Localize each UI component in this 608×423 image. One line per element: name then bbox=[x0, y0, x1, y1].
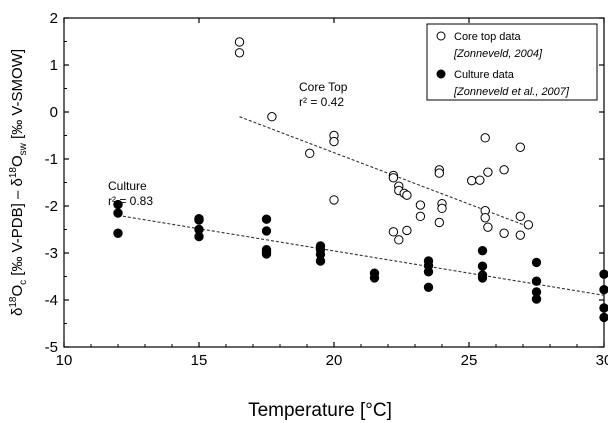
culture-data-point bbox=[599, 303, 608, 313]
core-top-data-point bbox=[499, 165, 509, 175]
culture-data-point bbox=[261, 214, 272, 224]
core-top-data-point bbox=[415, 200, 426, 210]
core-top-data-point bbox=[434, 168, 444, 178]
culture-data-point bbox=[477, 261, 488, 271]
y-tick-label: 2 bbox=[50, 10, 58, 27]
core-top-data-point bbox=[388, 173, 399, 183]
x-tick-label: 20 bbox=[326, 352, 343, 369]
y-tick-label: -4 bbox=[45, 292, 58, 309]
culture-data-point bbox=[369, 273, 380, 283]
core-top-data-point bbox=[515, 211, 525, 222]
core-top-data-point bbox=[329, 195, 339, 205]
culture-data-point bbox=[477, 245, 488, 256]
x-tick-label: 15 bbox=[191, 352, 208, 369]
core-top-data-point bbox=[480, 133, 490, 143]
culture-data-point bbox=[599, 269, 608, 279]
x-tick-label: 30 bbox=[596, 352, 608, 369]
x-tick-label: 25 bbox=[461, 352, 478, 369]
y-tick-label: -5 bbox=[45, 339, 58, 356]
legend-ref-culture: [Zonneveld et al., 2007] bbox=[453, 86, 570, 98]
core-top-data-point bbox=[234, 37, 245, 47]
culture-data-point bbox=[113, 208, 123, 218]
culture-data-point bbox=[261, 249, 272, 259]
core-top-data-point bbox=[329, 136, 339, 147]
core-top-data-point bbox=[402, 225, 412, 236]
culture-data-point bbox=[315, 256, 326, 266]
y-tick-label: -2 bbox=[45, 198, 58, 215]
culture-data-point bbox=[531, 257, 542, 268]
culture-data-point bbox=[477, 273, 488, 283]
legend-label-culture: Culture data bbox=[454, 69, 515, 81]
legend-box bbox=[426, 23, 598, 101]
core-top-fit-line bbox=[239, 116, 529, 228]
y-tick-label: -3 bbox=[45, 245, 58, 262]
y-tick-label: 0 bbox=[50, 104, 58, 121]
culture-data-point bbox=[113, 228, 123, 238]
core-top-data-point bbox=[475, 175, 485, 185]
x-tick-label: 10 bbox=[56, 352, 73, 369]
core-top-data-point bbox=[305, 148, 315, 159]
core-top-data-point bbox=[394, 235, 404, 245]
culture-data-point bbox=[423, 282, 434, 293]
core-top-data-point bbox=[437, 203, 447, 214]
legend-label-core-top: Core top data bbox=[454, 31, 522, 43]
x-axis-label: Temperature [°C] bbox=[248, 400, 392, 421]
culture-data-point bbox=[194, 215, 204, 225]
y-tick-label: 1 bbox=[50, 57, 58, 74]
core-top-data-point bbox=[483, 167, 493, 177]
y-tick-label: -1 bbox=[45, 151, 58, 168]
culture-data-point bbox=[261, 226, 272, 236]
core-top-data-point bbox=[515, 230, 525, 240]
culture-r2: r² = 0.83 bbox=[108, 194, 153, 208]
core-top-data-point bbox=[523, 220, 534, 230]
culture-data-point bbox=[194, 231, 204, 242]
core-top-data-point bbox=[483, 222, 493, 232]
core-top-data-point bbox=[267, 112, 277, 122]
legend-marker-culture bbox=[436, 69, 446, 79]
core-top-data-point bbox=[402, 190, 412, 200]
core-top-data-point bbox=[415, 211, 426, 222]
legend-ref-core-top: [Zonneveld, 2004] bbox=[453, 48, 543, 60]
culture-data-point bbox=[423, 267, 434, 277]
core-top-data-point bbox=[234, 48, 245, 58]
y-axis-label: δ18Oc [‰ V-PDB] – δ18Osw [‰ V-SMOW] bbox=[8, 49, 29, 316]
legend-marker-core-top bbox=[436, 31, 446, 41]
core-top-r2: r² = 0.42 bbox=[299, 95, 344, 109]
core-top-data-point bbox=[388, 227, 399, 237]
core-top-data-point bbox=[467, 175, 477, 186]
core-top-data-point bbox=[434, 217, 444, 228]
culture-data-point bbox=[599, 284, 608, 295]
core-top-data-point bbox=[499, 228, 509, 238]
culture-annotation: Culture bbox=[108, 179, 147, 193]
core-top-annotation: Core Top bbox=[299, 80, 348, 94]
plot-area: 10 15 20 25 30 -5 -4 -3 -2 -1 0 1 2 Temperature [°C] δ… bbox=[8, 10, 608, 421]
culture-data-point bbox=[531, 294, 542, 304]
core-top-data-point bbox=[480, 213, 490, 223]
culture-data-point bbox=[531, 276, 542, 286]
culture-data-point bbox=[599, 312, 608, 323]
core-top-data-point bbox=[515, 142, 525, 152]
